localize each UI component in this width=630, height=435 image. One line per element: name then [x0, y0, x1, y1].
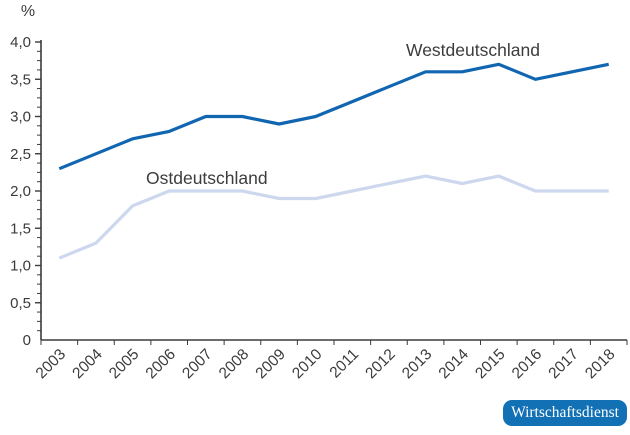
x-tick-label-2010: 2010 [289, 346, 326, 383]
x-tick-label-2008: 2008 [216, 346, 252, 382]
x-tick-label-2009: 2009 [252, 346, 288, 382]
series-line-ostdeutschland [58, 174, 609, 260]
x-tick-label-2015: 2015 [472, 346, 508, 382]
series-label-westdeutschland: Westdeutschland [406, 40, 540, 60]
x-tick-label-2012: 2012 [362, 346, 398, 382]
y-tick-label: 4,0 [10, 34, 31, 51]
x-tick-label-2003: 2003 [33, 346, 69, 382]
y-tick-label: 2,0 [10, 183, 31, 200]
y-tick-label: 0,5 [10, 295, 31, 312]
y-tick-label: 1,5 [10, 220, 31, 237]
series-label-ostdeutschland: Ostdeutschland [146, 168, 268, 188]
x-tick-label-2017: 2017 [545, 346, 581, 382]
series-line-westdeutschland [58, 62, 610, 171]
x-tick-label-2018: 2018 [582, 346, 618, 382]
x-tick-label-2014: 2014 [436, 346, 473, 383]
y-tick-label: 2,5 [10, 146, 31, 163]
x-tick-label-2005: 2005 [106, 346, 142, 382]
wirtschaftsdienst-badge: Wirtschaftsdienst [503, 400, 627, 426]
y-tick-label: 1,0 [10, 258, 31, 275]
x-tick-label-2013: 2013 [399, 346, 435, 382]
x-tick-label-2006: 2006 [143, 346, 179, 382]
x-tick-label-2016: 2016 [509, 346, 545, 382]
y-axis-unit-label: % [20, 3, 36, 20]
x-tick-label-2004: 2004 [69, 346, 106, 383]
x-tick-label-2007: 2007 [179, 346, 215, 382]
y-tick-label: 3,5 [10, 71, 31, 88]
y-tick-label: 0 [23, 332, 31, 349]
y-tick-label: 3,0 [10, 109, 31, 126]
x-tick-label-2011: 2011 [327, 346, 363, 382]
